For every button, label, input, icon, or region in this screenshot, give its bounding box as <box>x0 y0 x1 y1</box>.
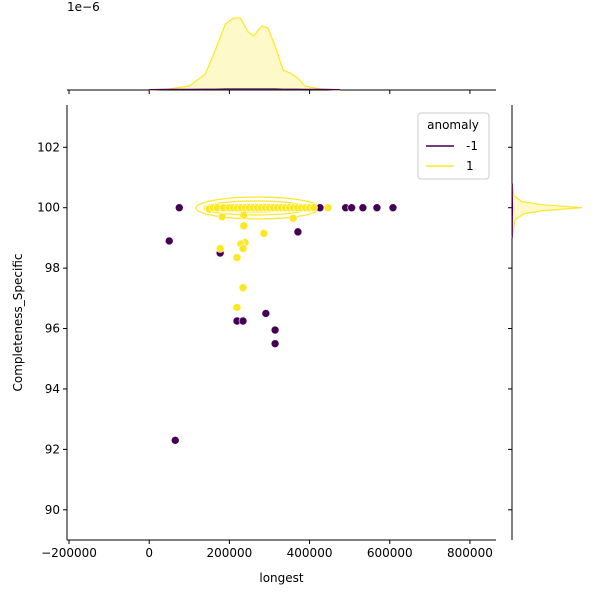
point <box>218 213 226 221</box>
x-tick-label: 800000 <box>447 546 493 560</box>
point <box>389 204 397 212</box>
point <box>294 228 302 236</box>
point <box>165 237 173 245</box>
point <box>271 340 279 348</box>
x-axis-label: longest <box>259 571 304 585</box>
point <box>373 204 381 212</box>
point <box>175 204 183 212</box>
point <box>324 204 332 212</box>
point <box>233 303 241 311</box>
point <box>240 222 248 230</box>
kde-area <box>149 18 339 90</box>
y-tick-label: 102 <box>37 140 60 154</box>
point <box>260 229 268 237</box>
y-tick-label: 92 <box>45 442 60 456</box>
point <box>171 436 179 444</box>
legend-label: -1 <box>466 139 478 153</box>
x-tick-label: 400000 <box>287 546 333 560</box>
x-tick-label: 600000 <box>367 546 413 560</box>
point <box>289 214 297 222</box>
point <box>239 244 247 252</box>
point <box>239 317 247 325</box>
kde-line <box>149 89 339 90</box>
point <box>240 211 248 219</box>
x-tick-label: −200000 <box>41 546 97 560</box>
y-axis-label: Completeness_Specific <box>11 253 25 391</box>
legend-title: anomaly <box>427 118 479 132</box>
point <box>262 309 270 317</box>
point <box>233 254 241 262</box>
y-tick-label: 90 <box>45 503 60 517</box>
y-tick-label: 98 <box>45 261 60 275</box>
point <box>348 204 356 212</box>
point <box>359 204 367 212</box>
point <box>239 284 247 292</box>
y-tick-label: 100 <box>37 201 60 215</box>
legend-label: 1 <box>466 159 474 173</box>
offset-label: 1e−6 <box>67 0 100 14</box>
point <box>271 326 279 334</box>
point <box>310 204 318 212</box>
legend: anomaly -1 1 <box>418 113 489 179</box>
y-tick-label: 96 <box>45 322 60 336</box>
x-tick-label: 0 <box>145 546 153 560</box>
x-tick-label: 200000 <box>206 546 252 560</box>
point <box>216 244 224 252</box>
y-tick-label: 94 <box>45 382 60 396</box>
